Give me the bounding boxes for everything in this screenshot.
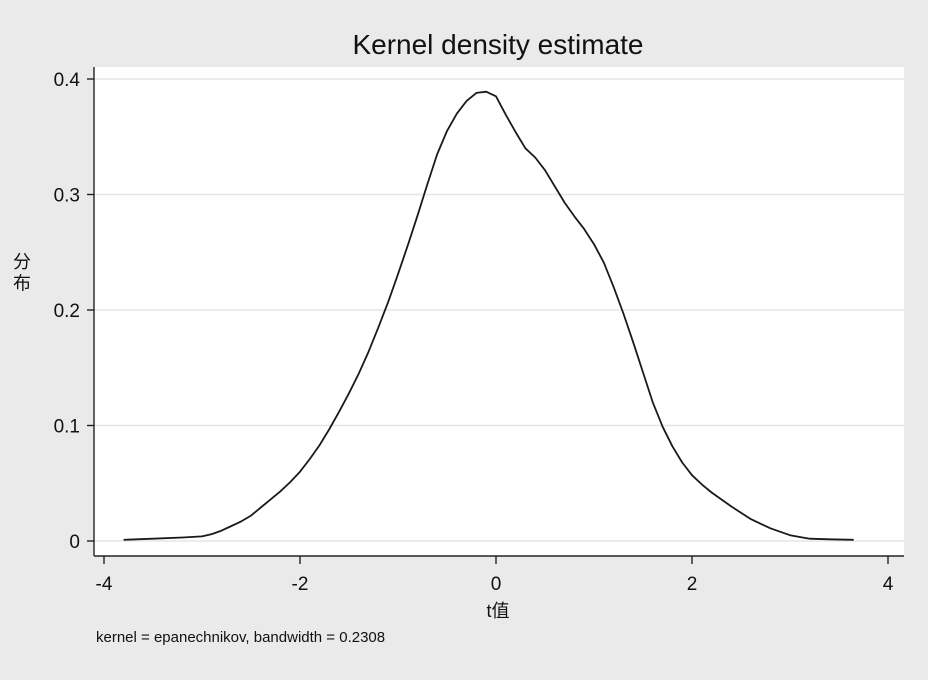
- y-axis-label: 分布: [13, 252, 31, 294]
- y-tick-label: 0.3: [54, 186, 80, 207]
- x-tick-label: 0: [491, 574, 502, 595]
- x-tick-label: -2: [292, 574, 309, 595]
- x-tick-label: 4: [883, 574, 894, 595]
- chart-title: Kernel density estimate: [352, 29, 643, 60]
- y-tick-label: 0.4: [54, 70, 81, 91]
- density-line: [123, 90, 854, 541]
- y-tick-label: 0.1: [54, 417, 80, 438]
- y-axis-label-char: 布: [13, 274, 31, 294]
- x-axis-label: t值: [486, 601, 509, 621]
- y-tick-label: 0.2: [54, 301, 80, 322]
- plot-area: [94, 67, 904, 556]
- gridlines: [94, 78, 904, 542]
- x-tick-label: -4: [96, 574, 113, 595]
- series-layer: [123, 90, 854, 541]
- y-axis-label-char: 分: [13, 252, 31, 272]
- x-tick-label: 2: [687, 574, 698, 595]
- y-tick-label: 0: [69, 532, 80, 553]
- kernel-note: kernel = epanechnikov, bandwidth = 0.230…: [96, 629, 385, 646]
- axes: 0 0.1 0.2 0.3 0.4 -4 -2 0 2 4: [54, 67, 904, 595]
